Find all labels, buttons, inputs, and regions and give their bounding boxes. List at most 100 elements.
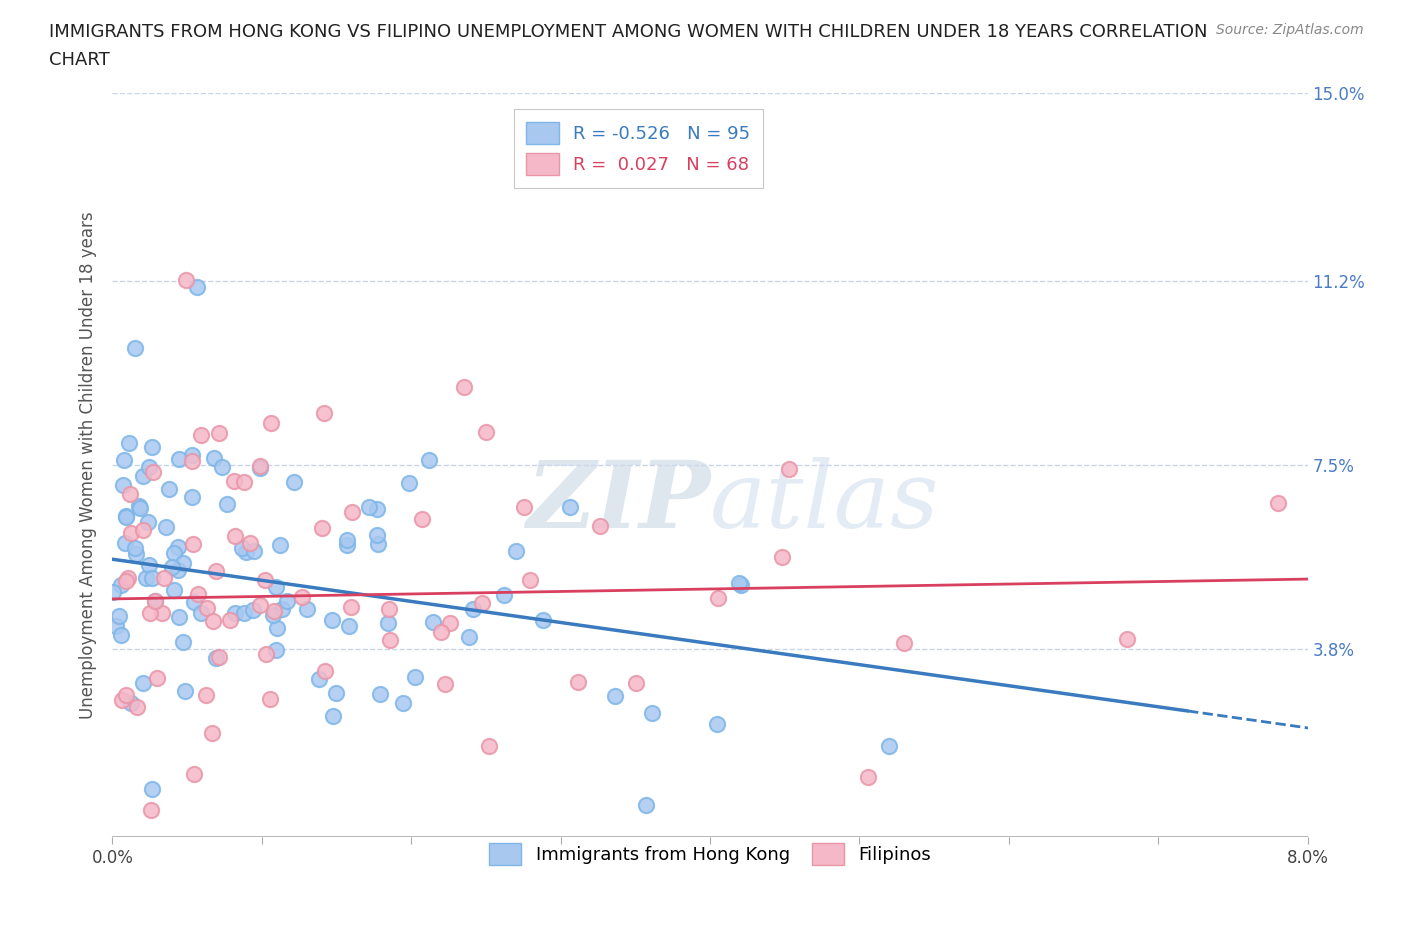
Point bbox=[404, 670, 426, 684]
Point bbox=[232, 474, 254, 489]
Point bbox=[567, 675, 589, 690]
Point bbox=[492, 588, 515, 603]
Point bbox=[321, 613, 343, 628]
Point bbox=[111, 693, 134, 708]
Point bbox=[120, 696, 142, 711]
Point bbox=[128, 498, 150, 513]
Point bbox=[340, 504, 363, 519]
Point bbox=[269, 538, 291, 552]
Point bbox=[634, 798, 657, 813]
Point bbox=[325, 686, 347, 701]
Point bbox=[120, 487, 142, 502]
Point bbox=[398, 475, 420, 490]
Point bbox=[377, 616, 399, 631]
Point bbox=[180, 489, 202, 504]
Point bbox=[115, 574, 138, 589]
Point bbox=[430, 624, 453, 639]
Point bbox=[141, 440, 163, 455]
Point bbox=[141, 781, 163, 796]
Point bbox=[380, 632, 402, 647]
Point bbox=[770, 549, 793, 564]
Point bbox=[155, 519, 177, 534]
Point bbox=[264, 580, 287, 595]
Point bbox=[215, 497, 238, 512]
Point bbox=[124, 540, 146, 555]
Point bbox=[166, 563, 188, 578]
Point bbox=[183, 594, 205, 609]
Point bbox=[125, 699, 148, 714]
Point bbox=[202, 614, 225, 629]
Text: ZIP: ZIP bbox=[526, 458, 710, 547]
Point bbox=[205, 650, 228, 665]
Point bbox=[458, 630, 481, 644]
Point bbox=[418, 453, 440, 468]
Point bbox=[139, 605, 162, 620]
Point bbox=[118, 435, 141, 450]
Point bbox=[194, 688, 217, 703]
Point bbox=[224, 605, 246, 620]
Point bbox=[589, 518, 612, 533]
Point bbox=[411, 512, 433, 526]
Point bbox=[224, 473, 246, 488]
Point bbox=[218, 613, 240, 628]
Point bbox=[461, 601, 484, 616]
Point bbox=[195, 601, 218, 616]
Point bbox=[103, 585, 125, 600]
Point bbox=[138, 514, 160, 529]
Point bbox=[778, 462, 800, 477]
Point bbox=[366, 501, 388, 516]
Point bbox=[120, 525, 142, 540]
Point bbox=[141, 803, 163, 817]
Point bbox=[263, 604, 285, 618]
Point bbox=[180, 454, 202, 469]
Point bbox=[605, 688, 627, 703]
Point bbox=[141, 571, 163, 586]
Legend: Immigrants from Hong Kong, Filipinos: Immigrants from Hong Kong, Filipinos bbox=[482, 836, 938, 872]
Point bbox=[128, 501, 150, 516]
Point bbox=[254, 646, 277, 661]
Point bbox=[150, 605, 173, 620]
Point bbox=[434, 676, 457, 691]
Point bbox=[138, 558, 160, 573]
Point bbox=[471, 595, 494, 610]
Point bbox=[115, 509, 138, 524]
Point bbox=[115, 510, 138, 525]
Point bbox=[135, 570, 157, 585]
Point bbox=[260, 416, 283, 431]
Point bbox=[259, 691, 281, 706]
Point bbox=[208, 425, 231, 440]
Point bbox=[105, 618, 128, 633]
Point bbox=[169, 610, 191, 625]
Text: atlas: atlas bbox=[710, 458, 939, 547]
Point bbox=[207, 649, 229, 664]
Point bbox=[112, 453, 135, 468]
Point bbox=[368, 686, 391, 701]
Point bbox=[117, 570, 139, 585]
Point bbox=[114, 536, 136, 551]
Point bbox=[439, 616, 461, 631]
Point bbox=[366, 527, 388, 542]
Point bbox=[190, 605, 212, 620]
Point bbox=[291, 590, 314, 604]
Point bbox=[453, 379, 475, 394]
Point bbox=[146, 671, 169, 685]
Point bbox=[392, 696, 415, 711]
Point bbox=[173, 684, 195, 698]
Text: IMMIGRANTS FROM HONG KONG VS FILIPINO UNEMPLOYMENT AMONG WOMEN WITH CHILDREN UND: IMMIGRANTS FROM HONG KONG VS FILIPINO UN… bbox=[49, 23, 1208, 41]
Point bbox=[167, 452, 190, 467]
Point bbox=[337, 618, 360, 633]
Point bbox=[183, 766, 205, 781]
Point bbox=[201, 725, 224, 740]
Point bbox=[186, 279, 208, 294]
Point bbox=[132, 468, 155, 483]
Point bbox=[340, 599, 363, 614]
Point bbox=[205, 564, 228, 578]
Point bbox=[124, 340, 146, 355]
Point bbox=[378, 602, 401, 617]
Point bbox=[626, 675, 648, 690]
Point bbox=[335, 538, 357, 552]
Point bbox=[314, 663, 336, 678]
Point bbox=[172, 635, 194, 650]
Point bbox=[727, 576, 749, 591]
Point bbox=[187, 587, 209, 602]
